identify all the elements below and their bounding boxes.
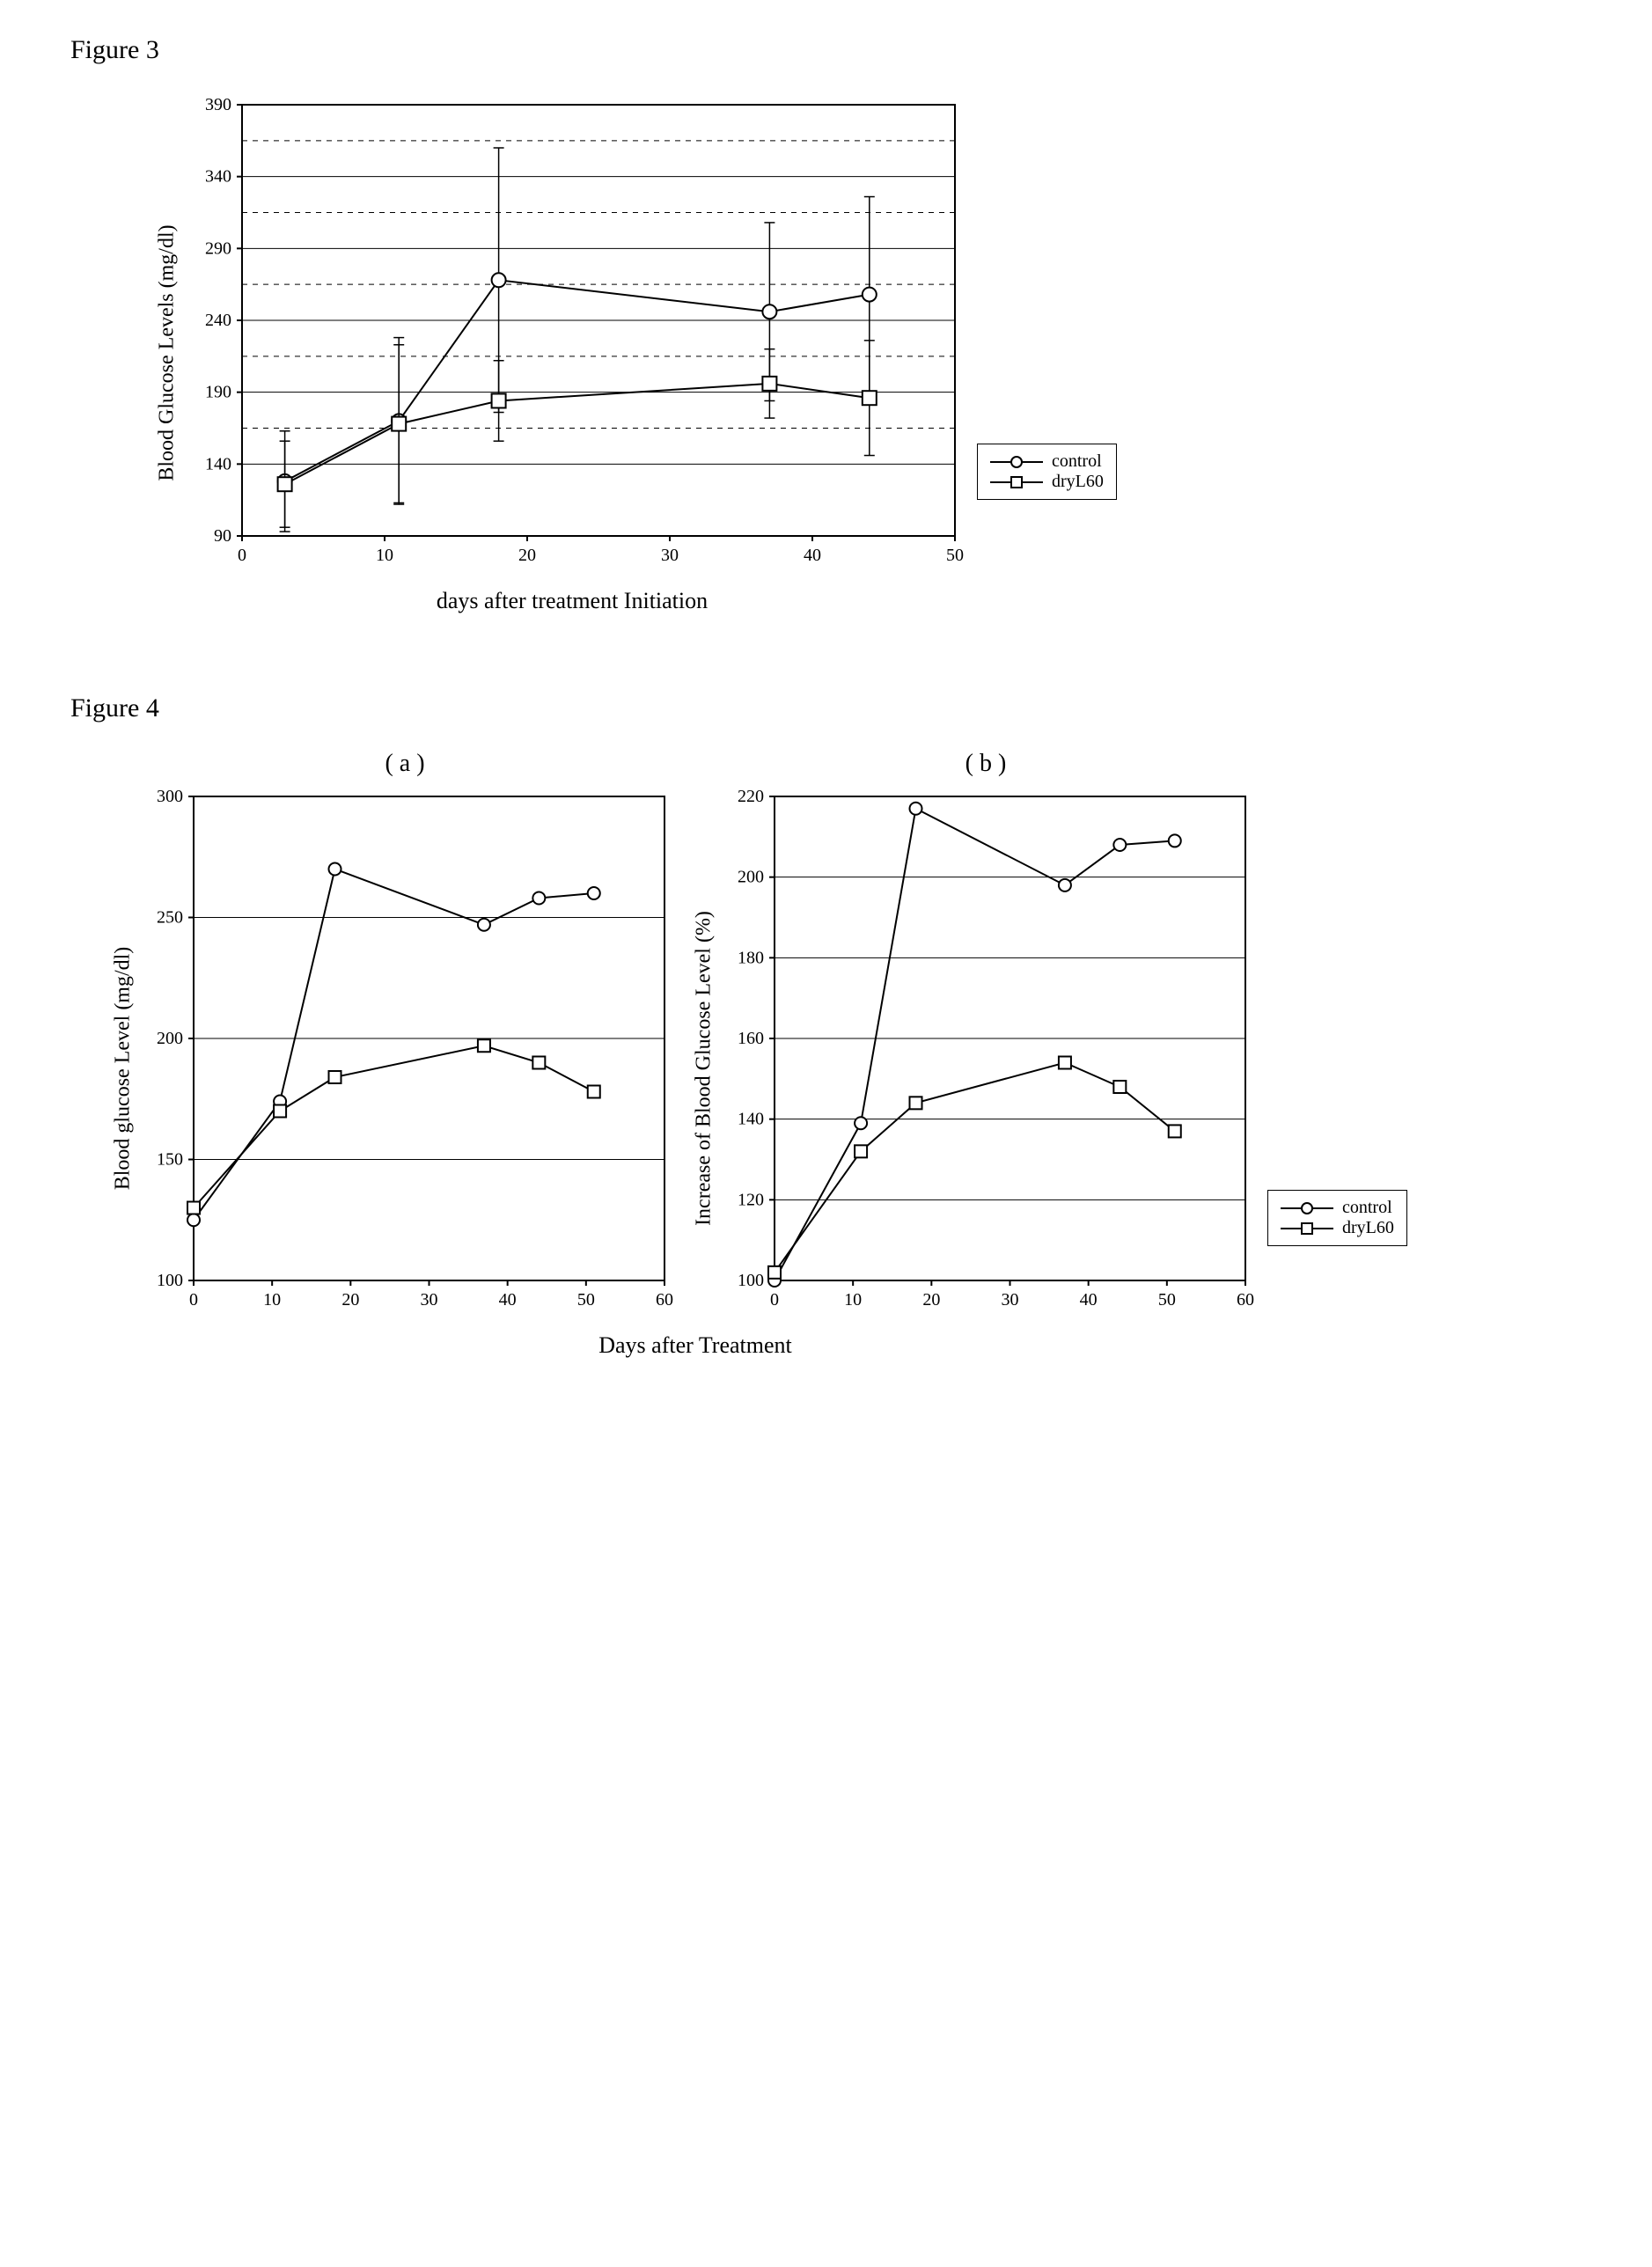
- figure3-xlabel: days after treatment Initiation: [176, 588, 968, 614]
- svg-text:290: 290: [205, 238, 231, 258]
- svg-text:250: 250: [157, 908, 183, 928]
- svg-text:0: 0: [770, 1290, 779, 1310]
- figure3-chart: Blood Glucose Levels (mg/dl) 90140190240…: [176, 92, 968, 614]
- svg-text:0: 0: [238, 546, 246, 565]
- svg-text:190: 190: [205, 383, 231, 402]
- legend-item-dryl60: dryL60: [990, 472, 1104, 492]
- svg-text:40: 40: [499, 1290, 517, 1310]
- svg-text:150: 150: [157, 1150, 183, 1170]
- figure3-ylabel: Blood Glucose Levels (mg/dl): [156, 224, 180, 481]
- legend-label: control: [1052, 451, 1102, 472]
- legend-item-control: control: [1281, 1198, 1394, 1218]
- subplot-label-a: ( a ): [132, 750, 678, 778]
- svg-text:20: 20: [341, 1290, 359, 1310]
- svg-text:40: 40: [804, 546, 821, 565]
- svg-text:30: 30: [1002, 1290, 1019, 1310]
- svg-text:200: 200: [157, 1029, 183, 1048]
- legend-label: control: [1342, 1198, 1392, 1218]
- figure4b-ylabel: Increase of Blood Glucose Level (%): [693, 911, 716, 1226]
- svg-text:220: 220: [738, 787, 764, 806]
- svg-text:20: 20: [518, 546, 536, 565]
- svg-text:180: 180: [738, 948, 764, 967]
- svg-text:100: 100: [157, 1271, 183, 1290]
- legend-label: dryL60: [1342, 1218, 1394, 1238]
- svg-text:240: 240: [205, 311, 231, 330]
- svg-text:340: 340: [205, 167, 231, 187]
- svg-text:90: 90: [214, 526, 231, 546]
- figure3-label: Figure 3: [70, 35, 1617, 65]
- svg-text:40: 40: [1080, 1290, 1098, 1310]
- figure4-legend: control dryL60: [1267, 1190, 1407, 1246]
- svg-text:140: 140: [205, 454, 231, 473]
- svg-text:160: 160: [738, 1029, 764, 1048]
- svg-text:60: 60: [656, 1290, 673, 1310]
- legend-item-dryl60: dryL60: [1281, 1218, 1394, 1238]
- svg-text:100: 100: [738, 1271, 764, 1290]
- figure3-legend: control dryL60: [977, 444, 1117, 500]
- svg-text:20: 20: [922, 1290, 940, 1310]
- svg-text:10: 10: [376, 546, 393, 565]
- svg-text:300: 300: [157, 787, 183, 806]
- figure4a-ylabel: Blood glucose Level (mg/dl): [112, 947, 136, 1191]
- svg-text:390: 390: [205, 95, 231, 114]
- subplot-label-b: ( b ): [713, 750, 1259, 778]
- figure4b-chart: ( b ) Increase of Blood Glucose Level (%…: [713, 750, 1259, 1329]
- svg-text:10: 10: [844, 1290, 862, 1310]
- svg-text:0: 0: [189, 1290, 198, 1310]
- svg-text:50: 50: [577, 1290, 595, 1310]
- legend-label: dryL60: [1052, 472, 1104, 492]
- figure4-xlabel: Days after Treatment: [132, 1332, 1259, 1359]
- svg-text:120: 120: [738, 1190, 764, 1209]
- svg-text:60: 60: [1237, 1290, 1254, 1310]
- figure4-label: Figure 4: [70, 693, 1617, 723]
- svg-text:140: 140: [738, 1110, 764, 1129]
- svg-text:50: 50: [1158, 1290, 1176, 1310]
- svg-text:30: 30: [661, 546, 679, 565]
- figure4a-chart: ( a ) Blood glucose Level (mg/dl) 100150…: [132, 750, 678, 1329]
- svg-text:50: 50: [946, 546, 964, 565]
- svg-text:30: 30: [421, 1290, 438, 1310]
- legend-item-control: control: [990, 451, 1104, 472]
- svg-text:10: 10: [263, 1290, 281, 1310]
- svg-text:200: 200: [738, 868, 764, 887]
